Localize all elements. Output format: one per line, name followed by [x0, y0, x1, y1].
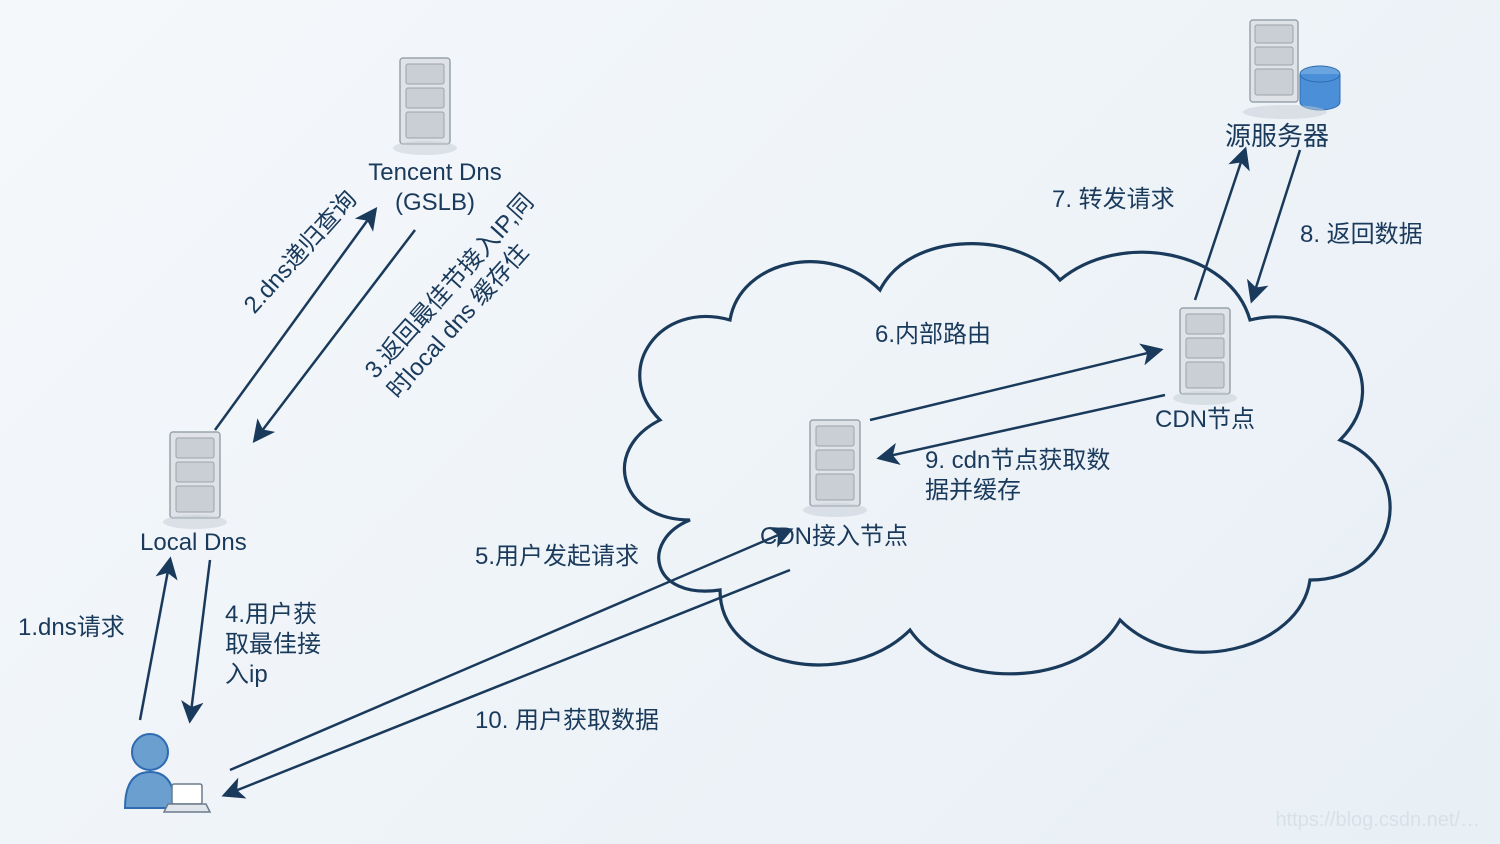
step9-label: 9. cdn节点获取数 据并缓存 [925, 446, 1110, 506]
tencent-dns-server-icon [393, 58, 457, 155]
local-dns-label: Local Dns [140, 528, 247, 558]
step8-label: 8. 返回数据 [1300, 220, 1423, 250]
edge-step6 [870, 350, 1160, 420]
edge-step1 [140, 560, 170, 720]
local-dns-server-icon [163, 432, 227, 529]
step7-label: 7. 转发请求 [1052, 185, 1175, 215]
user-icon [125, 734, 210, 812]
step4-label: 4.用户获 取最佳接 入ip [225, 600, 321, 690]
cdn-node-label: CDN节点 [1155, 405, 1255, 435]
step5-label: 5.用户发起请求 [475, 542, 639, 572]
edge-step4 [190, 560, 210, 720]
origin-label: 源服务器 [1225, 120, 1329, 153]
cdn-entry-server-icon [803, 420, 867, 517]
cdn-entry-label: CDN接入节点 [760, 522, 908, 552]
origin-server-icon [1243, 20, 1340, 119]
cdn-node-server-icon [1173, 308, 1237, 405]
edge-step8 [1252, 150, 1300, 300]
watermark: https://blog.csdn.net/… [1275, 809, 1480, 832]
step6-label: 6.内部路由 [875, 320, 991, 350]
step1-label: 1.dns请求 [18, 613, 125, 643]
tencent-dns-label: Tencent Dns (GSLB) [350, 158, 520, 218]
step10-label: 10. 用户获取数据 [475, 706, 659, 736]
